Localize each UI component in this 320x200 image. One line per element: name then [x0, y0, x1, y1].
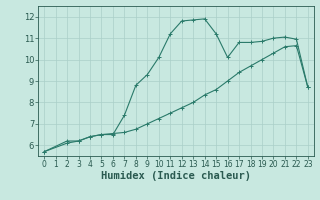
X-axis label: Humidex (Indice chaleur): Humidex (Indice chaleur) — [101, 171, 251, 181]
